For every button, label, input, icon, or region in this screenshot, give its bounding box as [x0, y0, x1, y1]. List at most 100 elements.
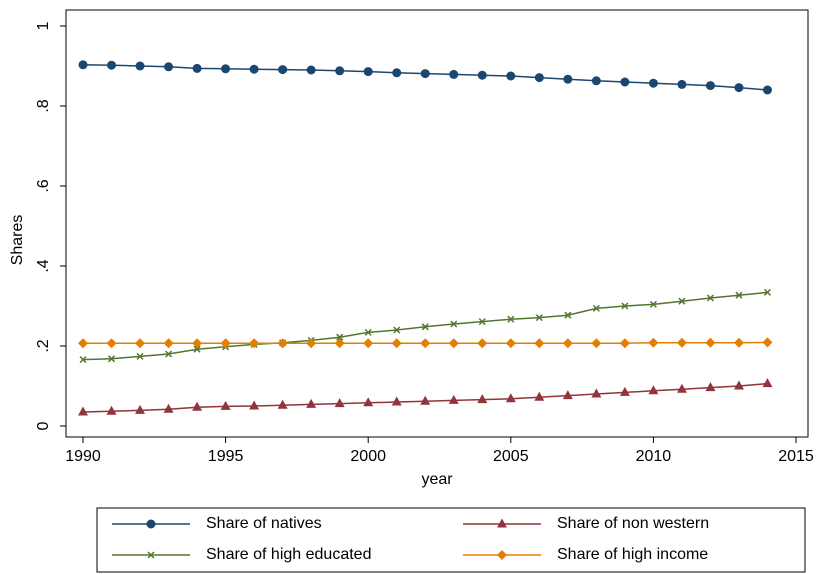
marker [421, 323, 429, 331]
marker [192, 63, 202, 73]
marker [106, 405, 117, 415]
marker [363, 397, 374, 407]
marker [620, 77, 630, 87]
x-tick-label: 1995 [208, 448, 244, 465]
x-tick-label: 2015 [778, 448, 814, 465]
marker [505, 393, 516, 403]
marker [705, 81, 715, 91]
marker [705, 337, 716, 348]
legend-label: Share of non western [557, 515, 709, 532]
legend-marker [497, 550, 507, 560]
y-tick-label: .8 [35, 99, 52, 112]
marker [306, 65, 316, 75]
marker [306, 398, 317, 408]
x-axis-label: year [421, 471, 453, 488]
marker [135, 61, 145, 71]
marker [705, 382, 716, 392]
marker [393, 326, 401, 334]
marker [477, 338, 488, 349]
marker [136, 352, 144, 360]
marker [763, 288, 772, 296]
y-tick-label: 1 [35, 21, 52, 30]
marker [391, 338, 402, 349]
marker [762, 337, 773, 348]
marker [278, 65, 288, 75]
marker [334, 398, 345, 408]
y-axis-label: Shares [9, 215, 26, 266]
marker [277, 338, 288, 349]
y-tick-label: .4 [35, 259, 52, 272]
marker [477, 70, 487, 80]
marker [591, 76, 601, 86]
marker [677, 79, 687, 89]
marker [221, 64, 231, 74]
plot-frame [65, 9, 809, 438]
x-tick-label: 1990 [65, 448, 101, 465]
marker [676, 383, 687, 393]
marker [165, 350, 173, 358]
y-tick-label: .6 [35, 179, 52, 192]
marker [448, 338, 459, 349]
marker [107, 60, 117, 70]
marker [334, 338, 345, 349]
marker [534, 391, 545, 401]
marker [591, 388, 602, 398]
marker [505, 338, 516, 349]
marker [164, 62, 174, 72]
legend-marker [147, 551, 155, 559]
marker [477, 394, 488, 404]
marker [363, 338, 374, 349]
legend-label: Share of natives [206, 515, 322, 532]
marker [363, 67, 373, 77]
marker [535, 314, 543, 322]
marker [277, 399, 288, 409]
marker [392, 68, 402, 78]
marker [420, 338, 431, 349]
marker [192, 401, 203, 411]
marker [364, 328, 372, 336]
marker [648, 385, 659, 395]
x-tick-label: 2000 [350, 448, 386, 465]
legend-label: Share of high income [557, 546, 708, 563]
marker [106, 338, 117, 349]
legend-label: Share of high educated [206, 546, 371, 563]
marker [733, 337, 744, 348]
marker [163, 338, 174, 349]
marker [734, 83, 744, 93]
marker [336, 333, 344, 341]
marker [591, 338, 602, 349]
marker [507, 315, 515, 323]
marker [249, 64, 259, 74]
marker [562, 338, 573, 349]
y-tick-label: 0 [35, 421, 52, 430]
marker [107, 355, 116, 363]
marker [450, 320, 458, 328]
marker [678, 297, 686, 305]
marker [306, 338, 317, 349]
marker [506, 71, 516, 81]
marker [448, 394, 459, 404]
marker [534, 73, 544, 83]
marker [449, 69, 459, 79]
marker [78, 338, 88, 349]
marker [420, 69, 430, 79]
legend-marker [146, 519, 156, 529]
marker [163, 403, 174, 413]
legend-marker [497, 518, 507, 528]
marker [619, 338, 630, 349]
marker [562, 390, 573, 400]
marker [649, 300, 657, 308]
marker [534, 338, 545, 349]
marker [335, 66, 345, 76]
x-tick-label: 2010 [636, 448, 672, 465]
marker [735, 291, 743, 299]
marker [648, 78, 658, 88]
marker [249, 338, 260, 349]
marker [733, 380, 744, 390]
marker [592, 304, 600, 312]
marker [391, 396, 402, 406]
marker [478, 318, 486, 326]
marker [249, 400, 260, 410]
marker [193, 345, 201, 353]
marker [762, 378, 773, 388]
